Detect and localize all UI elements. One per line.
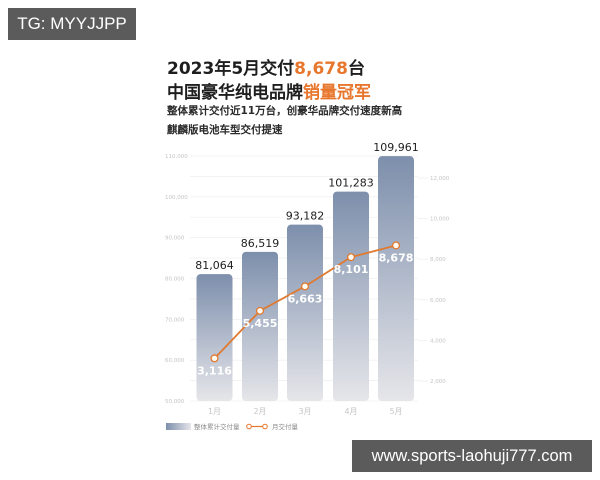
headline-prefix: 2023年5月交付 bbox=[167, 59, 295, 79]
left-axis-tick: 70,000 bbox=[165, 317, 185, 323]
left-axis: 110,000 100,000 90,000 80,000 70,000 60,000 50… bbox=[165, 154, 188, 405]
right-axis-tick: 8,000 bbox=[430, 257, 446, 263]
right-axis-tick: 12,000 bbox=[430, 176, 450, 182]
right-axis: 12,000 10,000 8,000 6,000 4,000 2,000 bbox=[418, 176, 450, 385]
line-value-label: 8,101 bbox=[334, 263, 369, 276]
right-axis-tick: 6,000 bbox=[430, 298, 446, 304]
bar-value-label: 93,182 bbox=[286, 210, 325, 223]
x-axis-label: 1月 bbox=[208, 407, 221, 416]
line-value-label: 5,455 bbox=[243, 317, 278, 330]
left-axis-tick: 110,000 bbox=[165, 154, 188, 160]
legend: 整体累计交付量 月交付量 bbox=[166, 422, 299, 431]
legend-line-label: 月交付量 bbox=[272, 422, 299, 431]
headline-line1: 2023年5月交付8,678台 bbox=[167, 54, 365, 79]
left-axis-tick: 60,000 bbox=[165, 358, 185, 364]
bar-4月 bbox=[333, 191, 369, 401]
watermark-telegram: TG: MYYJJPP bbox=[8, 8, 136, 40]
x-axis-label: 4月 bbox=[344, 407, 357, 416]
x-axis-label: 5月 bbox=[389, 407, 402, 416]
bar-value-label: 86,519 bbox=[241, 237, 280, 250]
bar-value-label: 109,961 bbox=[373, 141, 419, 154]
line-point-marker bbox=[255, 306, 265, 315]
left-axis-tick: 50,000 bbox=[165, 399, 185, 405]
headline-delivery-count: 8,678 bbox=[294, 59, 348, 79]
line-point-marker bbox=[391, 241, 401, 250]
subtitle-2: 麒麟版电池车型交付提速 bbox=[167, 124, 283, 136]
legend-bar-label: 整体累计交付量 bbox=[194, 422, 240, 431]
bar-series-cumulative: 81,064 86,519 93,182 101,283 109,961 bbox=[195, 141, 419, 401]
legend-marker-icon bbox=[246, 423, 252, 430]
x-axis: 1月 2月 3月 4月 5月 bbox=[208, 407, 403, 416]
bar-3月 bbox=[287, 224, 323, 401]
watermark-website: www.sports-laohuji777.com bbox=[352, 440, 592, 472]
line-point-marker bbox=[210, 354, 219, 363]
bar-value-label: 81,064 bbox=[195, 259, 234, 272]
x-axis-label: 3月 bbox=[298, 407, 311, 416]
headline-line2: 中国豪华纯电品牌销量冠军 bbox=[167, 78, 371, 103]
legend-marker-icon bbox=[262, 423, 268, 430]
bar-5月 bbox=[378, 156, 414, 401]
headline-suffix: 台 bbox=[347, 59, 365, 79]
line-value-label: 6,663 bbox=[288, 292, 323, 305]
bar-1月 bbox=[196, 274, 233, 401]
line-point-marker bbox=[300, 282, 310, 291]
right-axis-tick: 4,000 bbox=[430, 338, 446, 344]
headline2-prefix: 中国豪华纯电品牌 bbox=[167, 83, 303, 103]
right-axis-tick: 2,000 bbox=[430, 379, 446, 385]
bar-2月 bbox=[242, 251, 278, 401]
right-axis-tick: 10,000 bbox=[430, 217, 450, 223]
line-value-label: 8,678 bbox=[379, 251, 414, 264]
headline2-highlight: 销量冠军 bbox=[303, 83, 371, 103]
left-axis-tick: 80,000 bbox=[165, 277, 185, 283]
line-series-monthly: 3,116 5,455 6,663 8,101 8,678 bbox=[197, 241, 414, 377]
bar-value-label: 101,283 bbox=[328, 177, 374, 190]
left-axis-tick: 100,000 bbox=[165, 195, 188, 201]
line-point-marker bbox=[346, 253, 356, 262]
legend-bar-swatch bbox=[166, 423, 191, 430]
x-axis-label: 2月 bbox=[253, 407, 266, 416]
subtitle-1: 整体累计交付近11万台，创豪华品牌交付速度新高 bbox=[167, 105, 403, 117]
left-axis-tick: 90,000 bbox=[165, 236, 185, 242]
line-value-label: 3,116 bbox=[197, 364, 232, 377]
